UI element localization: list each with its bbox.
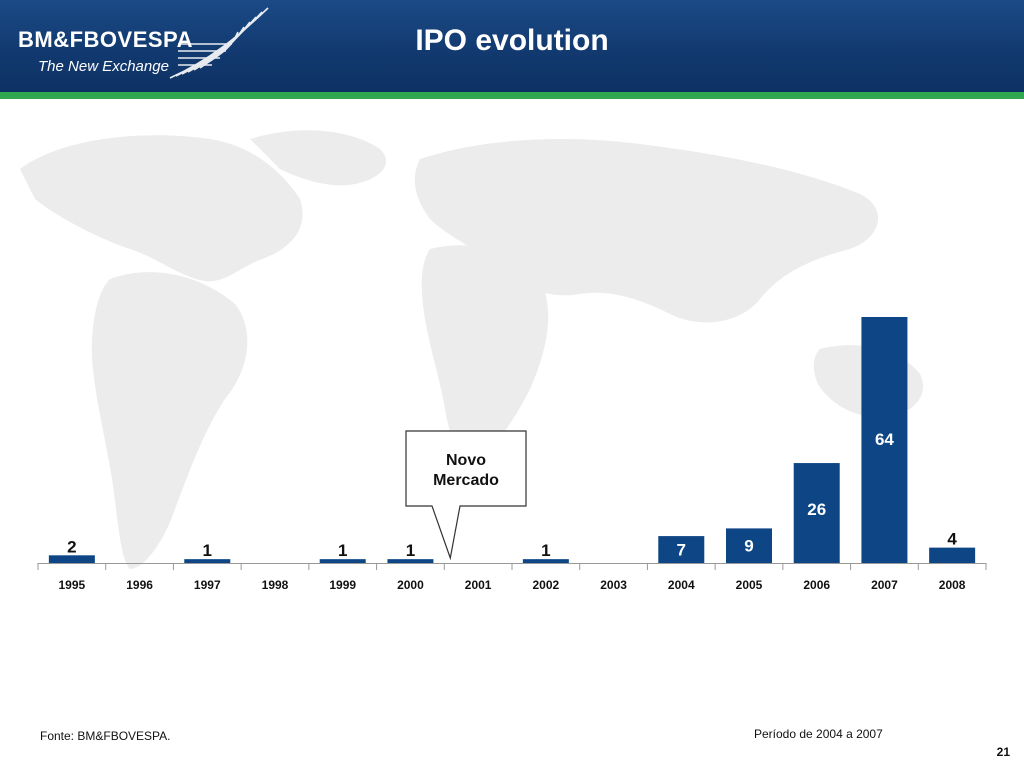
- bar-2000: [387, 559, 434, 563]
- novo-mercado-callout: Novo Mercado: [405, 430, 527, 561]
- x-tick-label-2001: 2001: [465, 578, 492, 592]
- bar-2004: [658, 536, 705, 563]
- callout-text-line-1: Novo: [446, 452, 486, 469]
- value-label-1995: 2: [67, 537, 76, 556]
- value-label-1999: 1: [338, 541, 347, 560]
- x-tick-label-1996: 1996: [126, 578, 153, 592]
- value-label-2004: 7: [677, 541, 686, 560]
- header-accent-stripe: [0, 92, 1024, 99]
- value-label-2002: 1: [541, 541, 550, 560]
- logo-swoosh-icon: [169, 7, 269, 79]
- value-label-2005: 9: [744, 537, 753, 556]
- x-tick-label-2000: 2000: [397, 578, 424, 592]
- bars-layer: [48, 317, 976, 563]
- x-tick-label-2008: 2008: [939, 578, 966, 592]
- slide-title-text: IPO evolution: [415, 24, 609, 57]
- x-tick-label-2007: 2007: [871, 578, 898, 592]
- x-tick-label-2002: 2002: [533, 578, 560, 592]
- x-tick-label-1995: 1995: [59, 578, 86, 592]
- x-ticks-layer: 1995 1996 1997 1998 1999 2000 2001 2002 2003 2004…: [37, 563, 987, 592]
- x-tick-label-1997: 1997: [194, 578, 221, 592]
- callout-box: [405, 430, 527, 561]
- x-tick-label-2006: 2006: [803, 578, 830, 592]
- x-tick-label-1998: 1998: [262, 578, 289, 592]
- bar-2002: [522, 559, 569, 563]
- value-label-1997: 1: [203, 541, 212, 560]
- slide-title: IPO evolution: [0, 24, 1024, 58]
- brand-tagline: The New Exchange: [38, 58, 169, 75]
- footer-period-note: Período de 2004 a 2007: [754, 727, 883, 741]
- brand-logo: BM&FBOVESPA The New Exchange: [0, 0, 280, 92]
- value-labels-layer: 2 1 1 1 1 7 9 26 64 4: [67, 430, 957, 560]
- x-tick-label-2003: 2003: [600, 578, 627, 592]
- bar-2005: [726, 528, 772, 563]
- bar-1995: [48, 555, 95, 563]
- bar-2007: [861, 317, 908, 563]
- bar-2008: [929, 547, 976, 563]
- brand-name: BM&FBOVESPA: [18, 27, 193, 52]
- value-label-2007: 64: [875, 430, 894, 449]
- bar-1997: [184, 559, 231, 563]
- callout-text-line-2: Mercado: [433, 472, 499, 489]
- bar-2006: [793, 463, 840, 563]
- world-map-watermark: [20, 130, 924, 569]
- value-label-2008: 4: [947, 530, 957, 549]
- x-tick-label-2005: 2005: [736, 578, 763, 592]
- x-tick-label-2004: 2004: [668, 578, 695, 592]
- footer-source: Fonte: BM&FBOVESPA.: [40, 729, 171, 743]
- bar-1999: [319, 559, 366, 563]
- value-label-2006: 26: [807, 500, 826, 519]
- x-tick-label-1999: 1999: [329, 578, 356, 592]
- value-label-2000: 1: [406, 541, 415, 560]
- header-bar: BM&FBOVESPA The New Exchange IPO evoluti…: [0, 0, 1024, 92]
- page-number: 21: [996, 745, 1010, 759]
